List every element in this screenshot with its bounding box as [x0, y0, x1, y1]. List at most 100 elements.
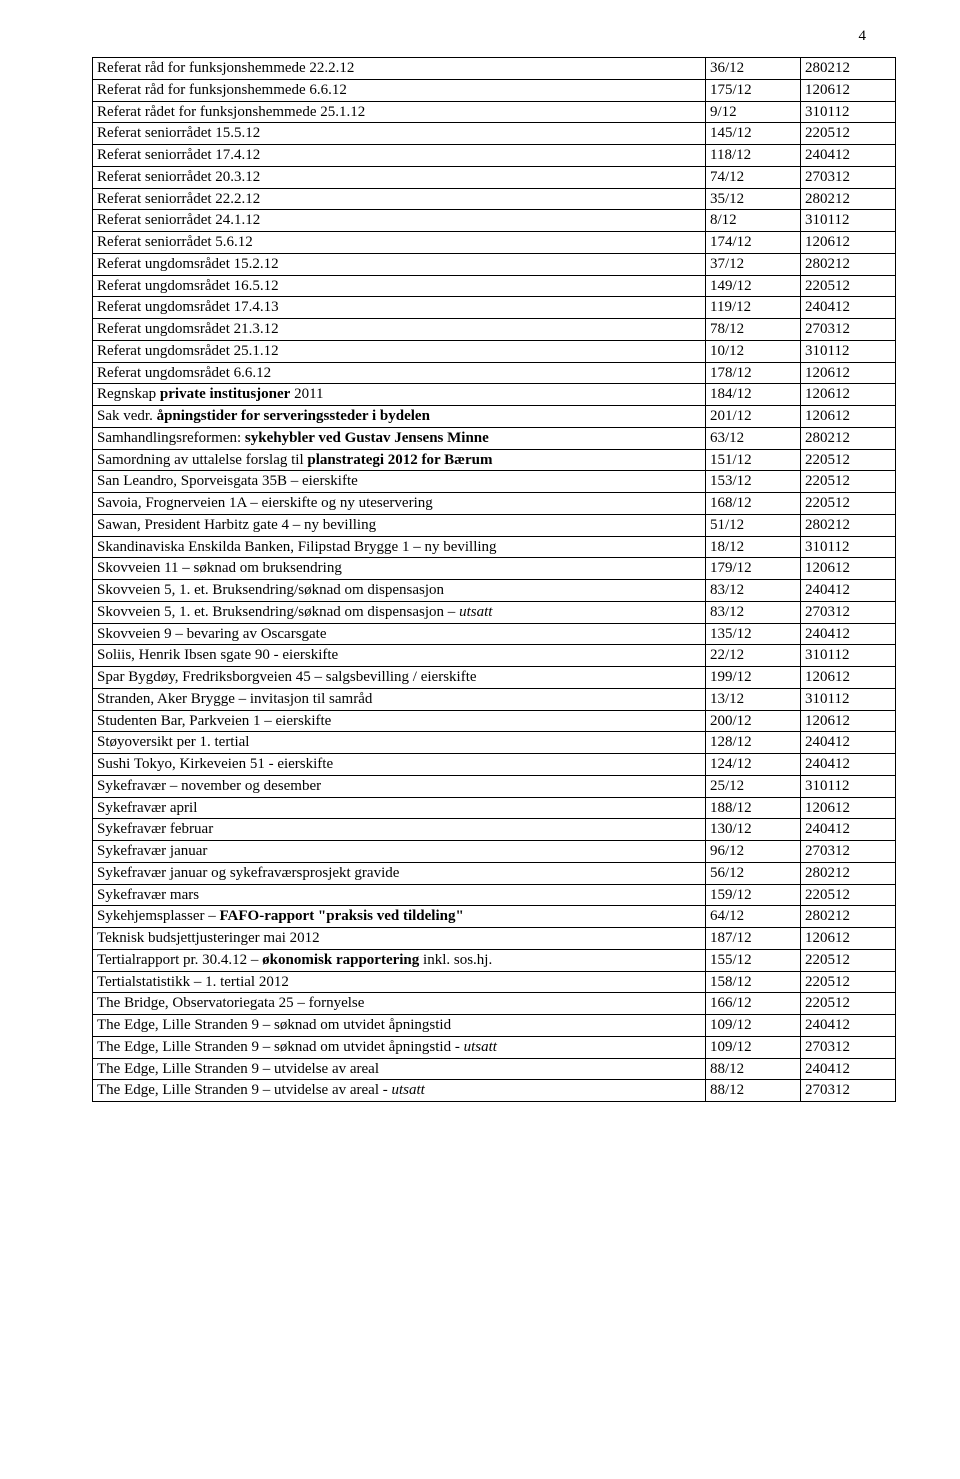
title-segment: Sykefravær – november og desember	[97, 778, 321, 794]
title-segment: utsatt	[464, 1039, 497, 1055]
row-date-cell: 220512	[801, 971, 896, 993]
table-row: Referat råd for funksjonshemmede 6.6.121…	[93, 79, 896, 101]
row-date-cell: 280212	[801, 862, 896, 884]
row-title-cell: Teknisk budsjettjusteringer mai 2012	[93, 928, 706, 950]
row-title-cell: Samordning av uttalelse forslag til plan…	[93, 449, 706, 471]
row-title-cell: Savoia, Frognerveien 1A – eierskifte og …	[93, 493, 706, 515]
row-title-cell: Skandinaviska Enskilda Banken, Filipstad…	[93, 536, 706, 558]
row-title-cell: Sawan, President Harbitz gate 4 – ny bev…	[93, 514, 706, 536]
row-title-cell: The Edge, Lille Stranden 9 – utvidelse a…	[93, 1058, 706, 1080]
table-row: Sykefravær april 188/12120612	[93, 797, 896, 819]
title-segment: Skandinaviska Enskilda Banken, Filipstad…	[97, 539, 497, 555]
row-id-cell: 22/12	[706, 645, 801, 667]
row-title-cell: Støyoversikt per 1. tertial	[93, 732, 706, 754]
row-id-cell: 13/12	[706, 688, 801, 710]
table-row: The Edge, Lille Stranden 9 – søknad om u…	[93, 1015, 896, 1037]
table-row: Referat ungdomsrådet 15.2.1237/12280212	[93, 253, 896, 275]
title-segment: Referat råd for funksjonshemmede 22.2.12	[97, 60, 354, 76]
table-row: Tertialstatistikk – 1. tertial 2012158/1…	[93, 971, 896, 993]
row-title-cell: Referat ungdomsrådet 21.3.12	[93, 319, 706, 341]
title-segment: The Edge, Lille Stranden 9 – søknad om u…	[97, 1017, 451, 1033]
row-id-cell: 155/12	[706, 949, 801, 971]
title-segment: Sykefravær april	[97, 800, 197, 816]
table-row: Teknisk budsjettjusteringer mai 2012187/…	[93, 928, 896, 950]
table-row: Sykehjemsplasser – FAFO-rapport "praksis…	[93, 906, 896, 928]
table-row: Soliis, Henrik Ibsen sgate 90 - eierskif…	[93, 645, 896, 667]
row-date-cell: 280212	[801, 514, 896, 536]
row-title-cell: Soliis, Henrik Ibsen sgate 90 - eierskif…	[93, 645, 706, 667]
table-row: Regnskap private institusjoner 2011184/1…	[93, 384, 896, 406]
row-id-cell: 178/12	[706, 362, 801, 384]
table-row: Tertialrapport pr. 30.4.12 – økonomisk r…	[93, 949, 896, 971]
row-date-cell: 220512	[801, 275, 896, 297]
table-row: Referat seniorrådet 17.4.12118/12240412	[93, 145, 896, 167]
table-row: Studenten Bar, Parkveien 1 – eierskifte 2…	[93, 710, 896, 732]
row-date-cell: 120612	[801, 797, 896, 819]
row-title-cell: Tertialstatistikk – 1. tertial 2012	[93, 971, 706, 993]
row-id-cell: 88/12	[706, 1080, 801, 1102]
table-row: Sawan, President Harbitz gate 4 – ny bev…	[93, 514, 896, 536]
row-date-cell: 220512	[801, 471, 896, 493]
table-row: The Edge, Lille Stranden 9 – søknad om u…	[93, 1036, 896, 1058]
row-title-cell: Referat ungdomsrådet 25.1.12	[93, 340, 706, 362]
row-title-cell: Sykefravær – november og desember	[93, 775, 706, 797]
row-title-cell: San Leandro, Sporveisgata 35B – eierskif…	[93, 471, 706, 493]
table-row: Referat seniorrådet 22.2.1235/12280212	[93, 188, 896, 210]
table-row: Referat seniorrådet 20.3.1274/12270312	[93, 166, 896, 188]
title-segment: Referat ungdomsrådet 15.2.12	[97, 256, 279, 272]
row-date-cell: 120612	[801, 406, 896, 428]
row-id-cell: 130/12	[706, 819, 801, 841]
title-segment: Referat seniorrådet 22.2.12	[97, 191, 260, 207]
row-date-cell: 240412	[801, 732, 896, 754]
row-date-cell: 120612	[801, 928, 896, 950]
row-date-cell: 310112	[801, 688, 896, 710]
row-id-cell: 18/12	[706, 536, 801, 558]
row-id-cell: 200/12	[706, 710, 801, 732]
title-segment: Referat ungdomsrådet 17.4.13	[97, 299, 279, 315]
table-row: Sushi Tokyo, Kirkeveien 51 - eierskifte1…	[93, 754, 896, 776]
row-date-cell: 120612	[801, 384, 896, 406]
row-id-cell: 96/12	[706, 841, 801, 863]
row-id-cell: 135/12	[706, 623, 801, 645]
table-row: Referat seniorrådet 5.6.12174/12120612	[93, 232, 896, 254]
row-date-cell: 270312	[801, 1080, 896, 1102]
row-id-cell: 159/12	[706, 884, 801, 906]
row-id-cell: 166/12	[706, 993, 801, 1015]
row-id-cell: 109/12	[706, 1036, 801, 1058]
page-number: 4	[92, 28, 868, 45]
title-segment: Soliis, Henrik Ibsen sgate 90 - eierskif…	[97, 647, 338, 663]
row-id-cell: 168/12	[706, 493, 801, 515]
title-segment: planstrategi 2012 for Bærum	[307, 452, 492, 468]
row-title-cell: Referat råd for funksjonshemmede 6.6.12	[93, 79, 706, 101]
row-date-cell: 280212	[801, 188, 896, 210]
table-row: Referat ungdomsrådet 21.3.1278/12270312	[93, 319, 896, 341]
title-segment: The Edge, Lille Stranden 9 – utvidelse a…	[97, 1061, 379, 1077]
title-segment: Studenten Bar, Parkveien 1 – eierskifte	[97, 713, 331, 729]
title-segment: Sykehjemsplasser –	[97, 908, 219, 924]
row-date-cell: 240412	[801, 754, 896, 776]
table-row: Referat ungdomsrådet 16.5.12149/12220512	[93, 275, 896, 297]
row-date-cell: 280212	[801, 427, 896, 449]
row-id-cell: 188/12	[706, 797, 801, 819]
row-title-cell: Skovveien 9 – bevaring av Oscarsgate	[93, 623, 706, 645]
title-segment: Teknisk budsjettjusteringer mai 2012	[97, 930, 320, 946]
row-title-cell: Sykefravær januar og sykefraværsprosjekt…	[93, 862, 706, 884]
title-segment: utsatt	[459, 604, 492, 620]
row-title-cell: Stranden, Aker Brygge – invitasjon til s…	[93, 688, 706, 710]
table-row: Sykefravær – november og desember25/1231…	[93, 775, 896, 797]
row-date-cell: 280212	[801, 253, 896, 275]
table-row: Referat ungdomsrådet 6.6.12178/12120612	[93, 362, 896, 384]
row-date-cell: 240412	[801, 145, 896, 167]
row-title-cell: Tertialrapport pr. 30.4.12 – økonomisk r…	[93, 949, 706, 971]
title-segment: The Edge, Lille Stranden 9 – søknad om u…	[97, 1039, 464, 1055]
row-date-cell: 220512	[801, 449, 896, 471]
row-id-cell: 36/12	[706, 58, 801, 80]
row-date-cell: 220512	[801, 993, 896, 1015]
row-date-cell: 220512	[801, 949, 896, 971]
title-segment: Tertialrapport pr. 30.4.12 –	[97, 952, 262, 968]
row-date-cell: 120612	[801, 667, 896, 689]
row-title-cell: Referat seniorrådet 22.2.12	[93, 188, 706, 210]
table-row: Referat ungdomsrådet 17.4.13119/12240412	[93, 297, 896, 319]
title-segment: Sykefravær januar og sykefraværsprosjekt…	[97, 865, 399, 881]
row-id-cell: 88/12	[706, 1058, 801, 1080]
